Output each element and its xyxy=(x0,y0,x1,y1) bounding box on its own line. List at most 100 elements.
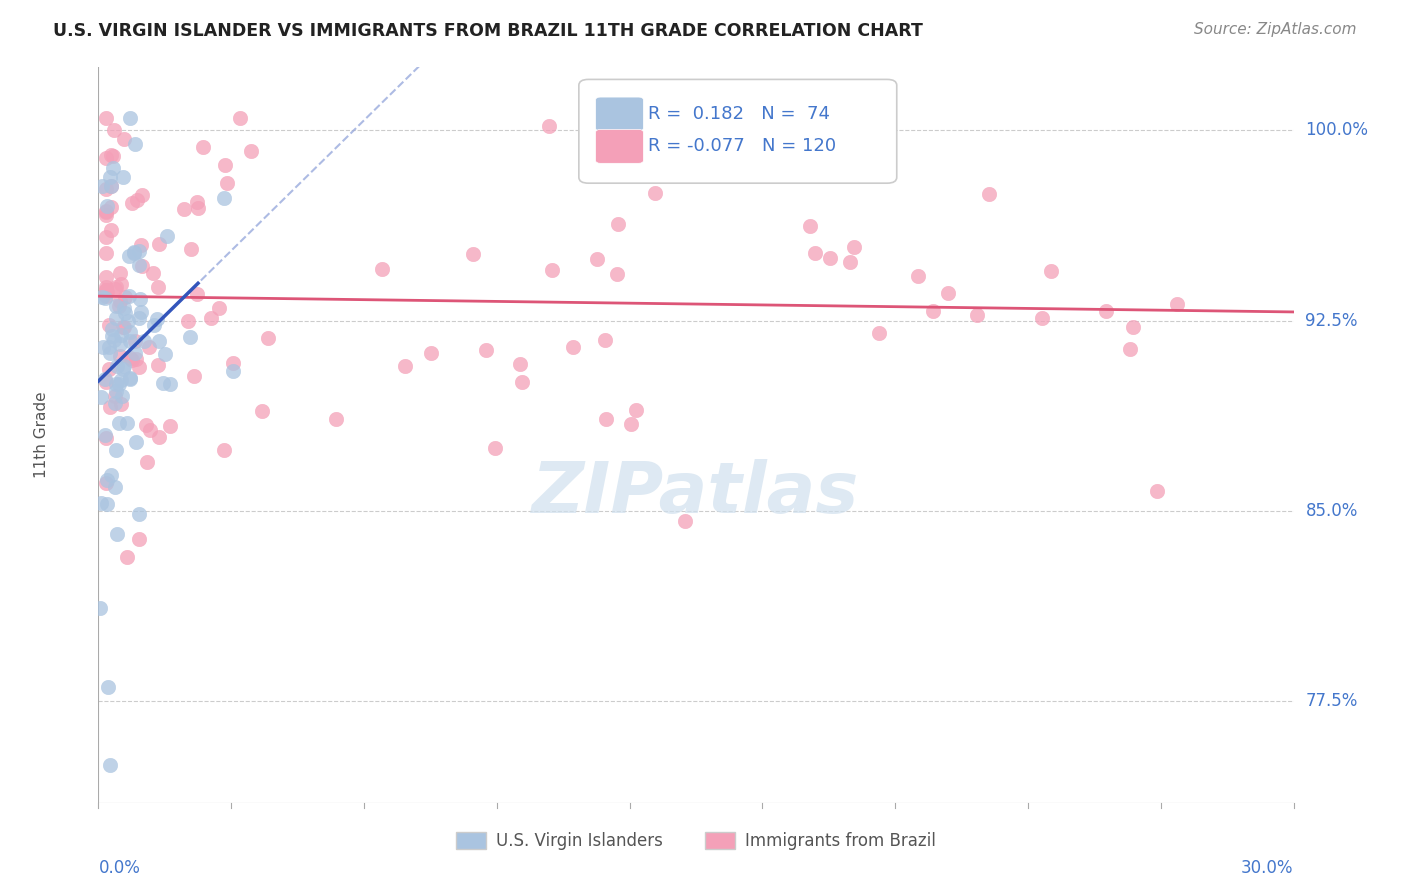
Point xyxy=(148,334,170,349)
Point xyxy=(96,431,118,445)
Point xyxy=(208,301,231,315)
Point xyxy=(785,158,807,172)
Point xyxy=(121,196,143,211)
Point xyxy=(595,412,617,426)
Point xyxy=(239,144,262,158)
Point xyxy=(844,240,866,254)
Text: 30.0%: 30.0% xyxy=(1241,859,1294,877)
Point xyxy=(96,205,118,219)
Point xyxy=(104,384,127,399)
Point xyxy=(156,228,179,243)
Point xyxy=(1146,484,1168,499)
Point xyxy=(96,476,118,491)
Point xyxy=(122,244,145,259)
FancyBboxPatch shape xyxy=(579,79,897,183)
Point xyxy=(100,179,122,194)
Point xyxy=(217,177,239,191)
Point xyxy=(222,363,245,377)
Point xyxy=(112,301,135,315)
Point xyxy=(120,371,142,385)
Text: 0.0%: 0.0% xyxy=(98,859,141,877)
Point xyxy=(138,340,160,354)
Point xyxy=(839,254,862,268)
Point xyxy=(187,202,209,216)
Point xyxy=(100,179,122,194)
Point xyxy=(110,277,132,292)
Point xyxy=(159,418,181,433)
Point xyxy=(112,320,135,334)
Point xyxy=(124,334,146,349)
Point xyxy=(121,352,143,367)
Point xyxy=(110,397,132,411)
Point xyxy=(250,404,273,418)
Point xyxy=(1166,297,1188,311)
Point xyxy=(146,312,169,326)
Point xyxy=(371,261,394,276)
Point xyxy=(103,149,125,163)
Text: ZIPatlas: ZIPatlas xyxy=(533,459,859,528)
Point xyxy=(134,334,156,349)
Point xyxy=(96,151,118,165)
Point xyxy=(96,497,118,511)
Point xyxy=(146,280,169,294)
Point xyxy=(173,202,195,216)
Point xyxy=(593,333,616,347)
Point xyxy=(110,328,132,343)
Point xyxy=(112,359,135,373)
Point xyxy=(1118,343,1140,357)
Point xyxy=(214,191,236,205)
Point xyxy=(673,514,696,528)
Point xyxy=(105,527,128,541)
Point xyxy=(120,334,142,348)
Point xyxy=(96,474,118,488)
Point xyxy=(100,200,122,214)
Point xyxy=(129,238,152,252)
Point xyxy=(475,343,498,358)
Point xyxy=(112,131,135,145)
Point xyxy=(96,199,118,213)
Point xyxy=(96,283,118,297)
Point xyxy=(108,266,131,280)
Point xyxy=(105,359,128,373)
Point xyxy=(484,442,506,456)
Point xyxy=(110,373,132,387)
Point xyxy=(128,532,150,546)
Point xyxy=(146,358,169,372)
Point xyxy=(100,468,122,483)
Point xyxy=(818,251,841,265)
Point xyxy=(97,680,120,694)
Point xyxy=(104,280,127,294)
Point xyxy=(94,372,117,386)
Point xyxy=(537,119,560,133)
Point xyxy=(118,111,141,125)
Point xyxy=(586,252,609,266)
Point xyxy=(108,349,131,363)
Point xyxy=(419,346,441,360)
Point xyxy=(104,395,127,409)
Point xyxy=(142,266,165,280)
FancyBboxPatch shape xyxy=(596,97,644,131)
Point xyxy=(104,282,127,296)
Point xyxy=(212,443,235,458)
Point xyxy=(90,290,112,304)
Point xyxy=(111,362,134,376)
Point xyxy=(98,169,121,184)
Point xyxy=(129,292,152,306)
Point xyxy=(143,318,166,332)
Point xyxy=(222,356,245,370)
Point xyxy=(135,455,157,469)
Point xyxy=(108,416,131,430)
Text: U.S. VIRGIN ISLANDER VS IMMIGRANTS FROM BRAZIL 11TH GRADE CORRELATION CHART: U.S. VIRGIN ISLANDER VS IMMIGRANTS FROM … xyxy=(53,22,924,40)
Point xyxy=(620,417,643,431)
Point xyxy=(325,411,347,425)
Point xyxy=(90,496,112,510)
Text: R = -0.077   N = 120: R = -0.077 N = 120 xyxy=(648,137,837,155)
Point xyxy=(148,237,170,252)
Point xyxy=(129,305,152,319)
Point xyxy=(98,340,121,354)
Point xyxy=(105,311,128,326)
Point xyxy=(214,158,236,172)
Point xyxy=(118,326,141,340)
Point xyxy=(111,389,134,403)
Point xyxy=(122,246,145,260)
